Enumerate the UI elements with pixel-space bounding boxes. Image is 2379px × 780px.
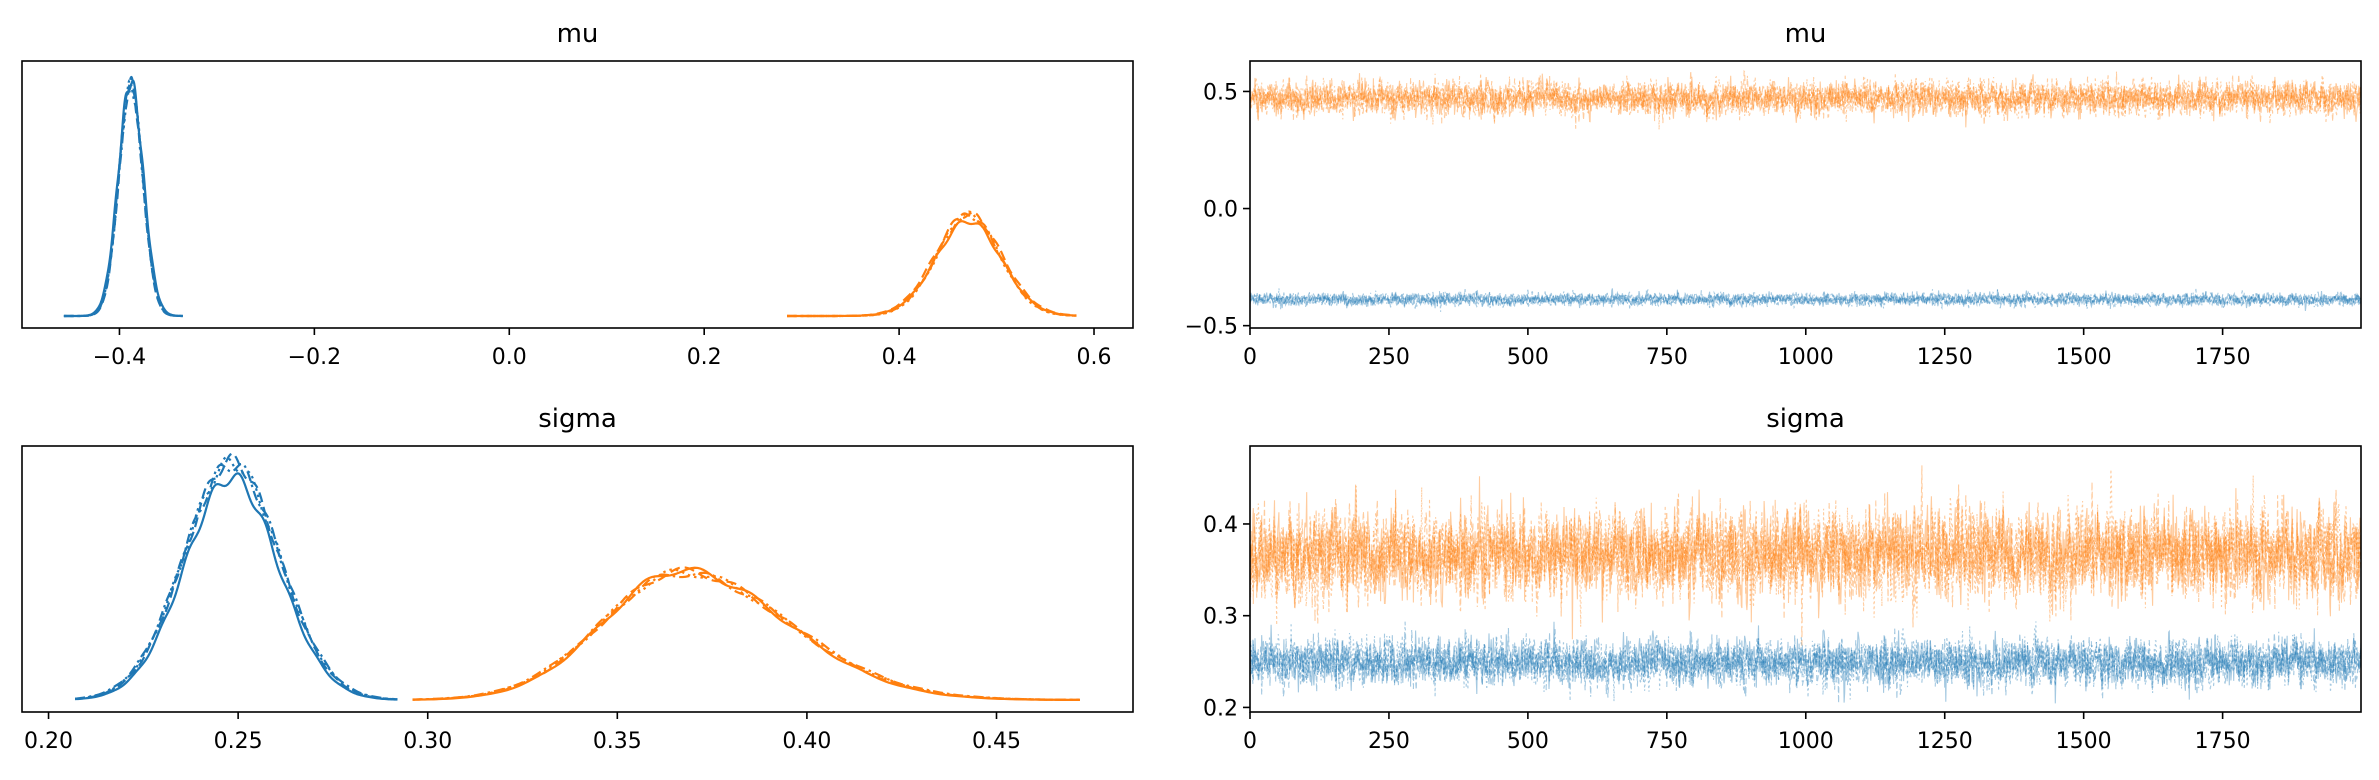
trace-line-series-1-chain-3 <box>1250 621 2361 702</box>
x-tick-label: 0 <box>1243 729 1257 754</box>
panel-4: sigma 0.2 0.3 0.4 0 250 500 750 1000 1250 1500 1750 <box>1203 404 2362 754</box>
trace-line-series-2-chain-3 <box>1250 74 2361 130</box>
x-tick-label: 0 <box>1243 345 1257 370</box>
trace-line-series-1-chain-1 <box>1250 288 2361 311</box>
kde-line-series-1-chain-4 <box>63 88 184 318</box>
panel-title: sigma <box>1766 404 1845 434</box>
y-tick-label: 0.3 <box>1203 605 1238 630</box>
plot-area <box>74 452 1080 702</box>
x-tick-label: 1500 <box>2056 729 2112 754</box>
x-tick-label: 0.0 <box>492 345 527 370</box>
x-tick-label: 0.30 <box>403 729 452 754</box>
kde-line-series-1-chain-2 <box>75 452 398 701</box>
y-tick-label: −0.5 <box>1185 315 1238 340</box>
x-tick-label: 0.20 <box>24 729 73 754</box>
plot-area <box>1250 465 2361 704</box>
trace-line-series-2-chain-4 <box>1250 71 2361 124</box>
x-tick-label: 0.45 <box>972 729 1021 754</box>
axes-frame <box>21 445 1134 713</box>
x-tick-label: 0.40 <box>782 729 831 754</box>
trace-line-series-2-chain-1 <box>1250 476 2361 640</box>
x-tick-label: 1750 <box>2195 729 2251 754</box>
axes-frame <box>1249 445 2362 713</box>
trace-line-series-1-chain-4 <box>1250 621 2361 701</box>
panel-title: sigma <box>538 404 617 434</box>
x-tick-label: 1250 <box>1917 345 1973 370</box>
x-tick-label: 1000 <box>1778 345 1834 370</box>
panel-title: mu <box>1785 19 1827 49</box>
kde-line-series-1-chain-4 <box>74 462 398 701</box>
trace-line-series-1-chain-2 <box>1250 288 2361 310</box>
x-tick-label: −0.2 <box>288 345 341 370</box>
trace-line-series-2-chain-2 <box>1250 69 2361 129</box>
x-tick-label: 0.6 <box>1077 345 1112 370</box>
x-tick-label: 500 <box>1507 345 1549 370</box>
kde-line-series-1-chain-1 <box>75 472 398 701</box>
trace-line-series-1-chain-2 <box>1250 627 2361 704</box>
x-tick-label: −0.4 <box>93 345 146 370</box>
panel-3: sigma 0.20 0.25 0.30 0.35 0.40 0.45 <box>21 404 1134 754</box>
plot-area <box>63 75 1077 318</box>
axes-frame <box>1249 60 2362 329</box>
kde-line-series-2-chain-4 <box>412 571 1080 701</box>
panel-title: mu <box>557 19 599 49</box>
x-tick-label: 750 <box>1646 729 1688 754</box>
trace-line-series-2-chain-3 <box>1250 469 2361 627</box>
x-tick-label: 1000 <box>1778 729 1834 754</box>
y-tick-label: 0.5 <box>1203 80 1238 105</box>
x-tick-label: 0.4 <box>882 345 917 370</box>
y-tick-label: 0.0 <box>1203 198 1238 223</box>
axes-frame <box>21 60 1134 329</box>
x-tick-label: 1750 <box>2195 345 2251 370</box>
x-tick-label: 1250 <box>1917 729 1973 754</box>
trace-line-series-2-chain-1 <box>1250 73 2361 128</box>
plot-area <box>1250 69 2361 312</box>
trace-line-series-2-chain-4 <box>1250 483 2361 646</box>
trace-line-series-1-chain-4 <box>1250 288 2361 311</box>
x-tick-label: 250 <box>1368 345 1410 370</box>
trace-line-series-2-chain-2 <box>1250 465 2361 628</box>
panel-1: mu −0.4 −0.2 0.0 0.2 0.4 0.6 <box>21 19 1134 370</box>
trace-line-series-1-chain-1 <box>1250 621 2361 704</box>
x-tick-label: 0.2 <box>687 345 722 370</box>
x-tick-label: 750 <box>1646 345 1688 370</box>
panel-2: mu −0.5 0.0 0.5 0 250 500 750 1000 1250 1500 1750 <box>1185 19 2362 370</box>
y-tick-label: 0.4 <box>1203 513 1238 538</box>
x-tick-label: 0.25 <box>214 729 263 754</box>
x-tick-label: 1500 <box>2056 345 2112 370</box>
trace-line-series-1-chain-3 <box>1250 288 2361 312</box>
x-tick-label: 0.35 <box>593 729 642 754</box>
y-tick-label: 0.2 <box>1203 696 1238 721</box>
x-tick-label: 250 <box>1368 729 1410 754</box>
x-tick-label: 500 <box>1507 729 1549 754</box>
kde-line-series-2-chain-4 <box>787 212 1077 318</box>
kde-line-series-1-chain-3 <box>75 456 398 701</box>
